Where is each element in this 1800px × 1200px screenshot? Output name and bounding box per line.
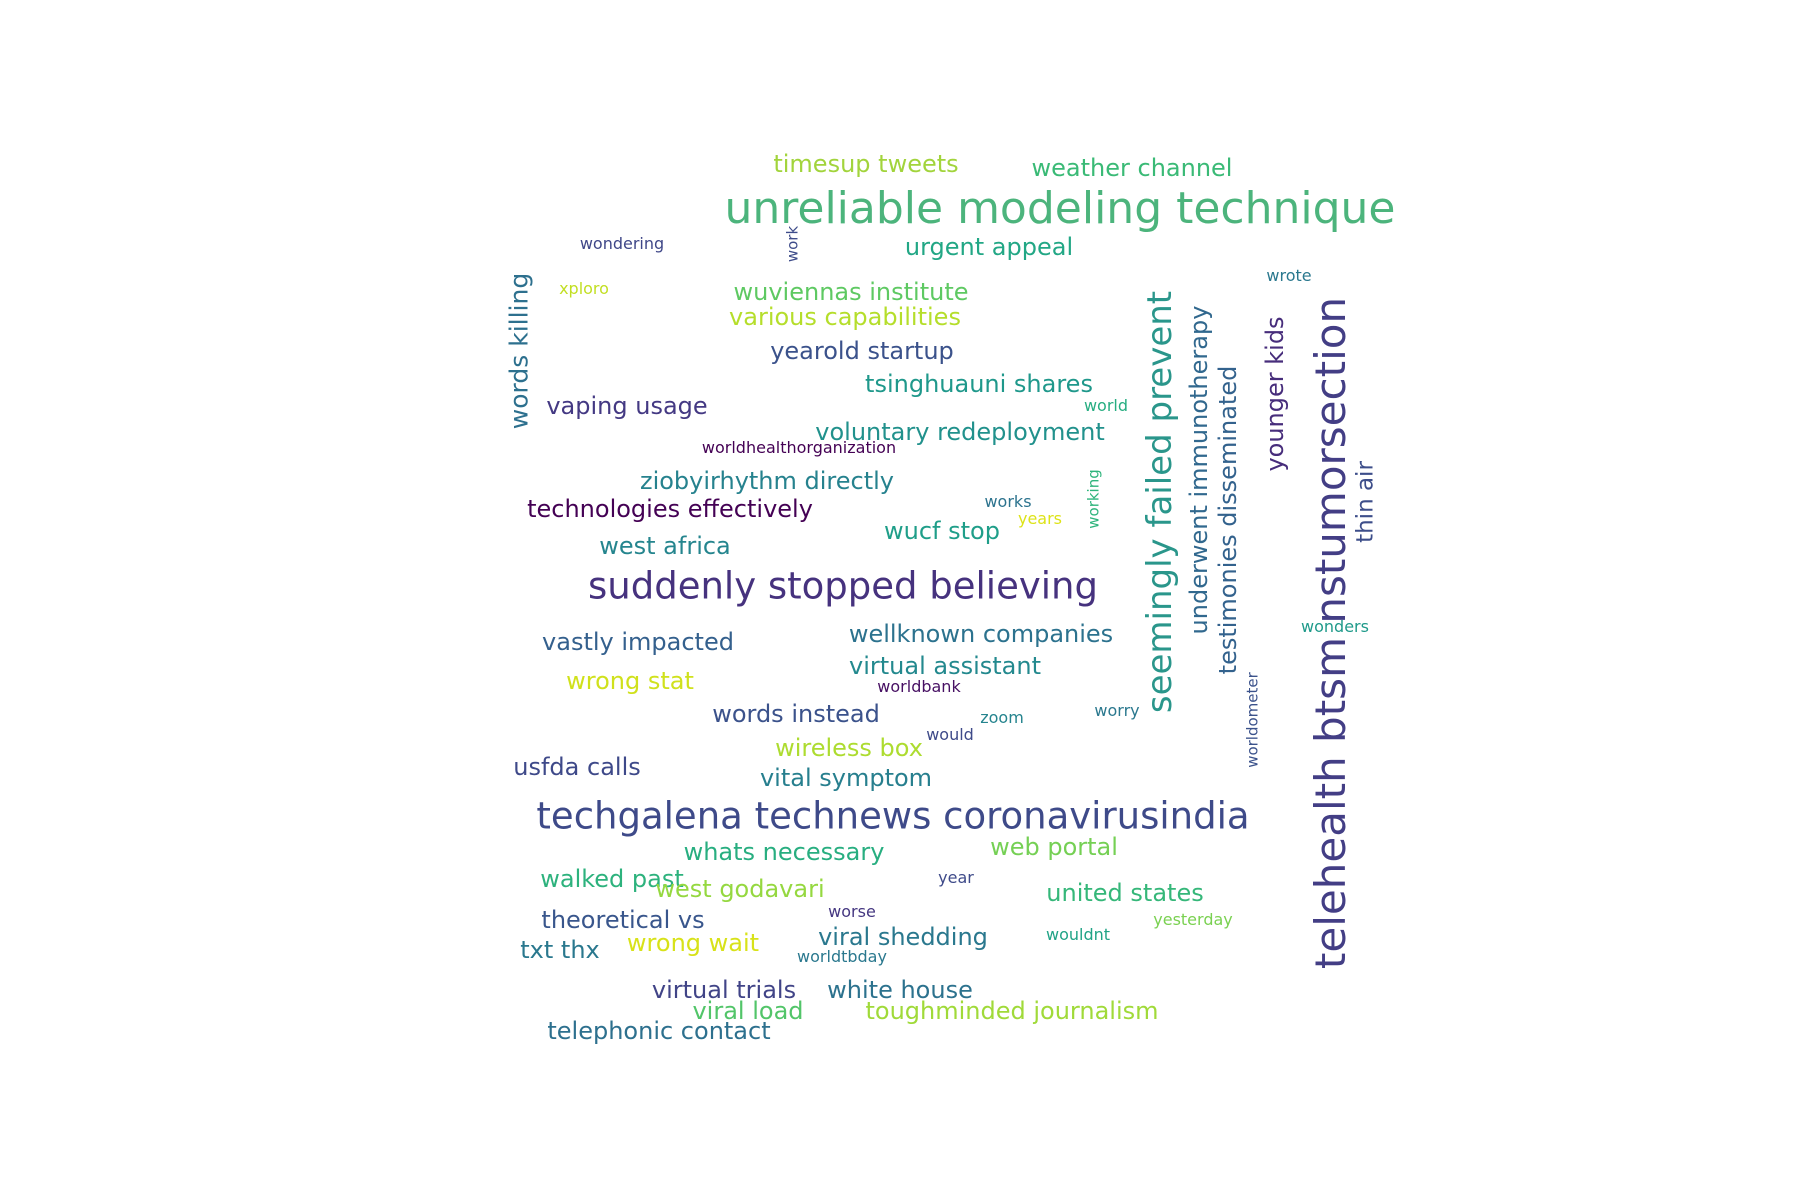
word-cloud-word: years: [1017, 509, 1063, 528]
word-cloud-word: wouldnt: [1045, 925, 1111, 944]
word-cloud-word: various capabilities: [729, 303, 961, 331]
word-cloud-word: whats necessary: [683, 838, 885, 866]
word-cloud-word: telephonic contact: [547, 1017, 771, 1045]
word-cloud-word: techgalena technews coronavirusindia: [536, 794, 1250, 838]
word-cloud-word: wucf stop: [884, 517, 1000, 545]
word-cloud-word: walked past: [540, 865, 684, 893]
word-cloud-word: ziobyirhythm directly: [639, 467, 895, 495]
word-cloud-word: zoom: [980, 708, 1024, 727]
word-cloud-word: younger kids: [1261, 316, 1289, 472]
word-cloud-word: would: [926, 725, 974, 744]
word-cloud-word: seemingly failed prevent: [1140, 290, 1180, 714]
word-cloud-word: toughminded journalism: [865, 997, 1159, 1025]
word-cloud-word: xploro: [559, 279, 609, 298]
word-cloud-word: worldhealthorganization: [701, 438, 897, 457]
word-cloud-word: united states: [1046, 879, 1204, 907]
word-cloud-word: wellknown companies: [848, 620, 1114, 648]
word-cloud-word: wireless box: [775, 734, 923, 762]
word-cloud-word: wuviennas institute: [733, 278, 969, 306]
word-cloud-word: yesterday: [1153, 910, 1233, 929]
word-cloud-word: wrong stat: [566, 667, 694, 695]
word-cloud-word: words instead: [712, 700, 880, 728]
word-cloud-word: underwent immunotherapy: [1185, 305, 1213, 635]
word-cloud-word: unreliable modeling technique: [724, 183, 1396, 234]
word-cloud-word: testimonies disseminated: [1214, 365, 1242, 675]
word-cloud-word: vaping usage: [546, 392, 708, 420]
word-cloud-word: usfda calls: [513, 753, 641, 781]
word-cloud-word: worldtbday: [797, 947, 887, 966]
word-cloud-word: working: [1084, 469, 1103, 529]
word-cloud-word: year: [938, 868, 974, 887]
word-cloud-word: west godavari: [655, 875, 825, 903]
word-cloud-word: wrong wait: [626, 929, 760, 957]
word-cloud-word: urgent appeal: [904, 233, 1074, 261]
word-cloud-word: virtual trials: [651, 976, 797, 1004]
word-cloud-word: txt thx: [520, 936, 600, 964]
word-cloud-word: worse: [828, 902, 876, 921]
word-cloud-word: viral shedding: [818, 923, 988, 951]
word-cloud-word: worldbank: [877, 677, 961, 696]
word-cloud-word: world: [1083, 396, 1129, 415]
word-cloud-word: works: [984, 492, 1032, 511]
word-cloud-word: web portal: [990, 833, 1118, 861]
word-cloud-word: wrote: [1266, 266, 1312, 285]
word-cloud-word: weather channel: [1031, 154, 1233, 182]
word-cloud-word: timesup tweets: [773, 150, 959, 178]
word-cloud-word: worldometer: [1243, 672, 1262, 768]
word-cloud-word: viral load: [692, 997, 804, 1025]
word-cloud-word: voluntary redeployment: [815, 418, 1105, 446]
word-cloud-word: west africa: [599, 532, 731, 560]
word-cloud-word: theoretical vs: [541, 906, 705, 934]
word-cloud-word: worry: [1094, 701, 1140, 720]
word-cloud-word: vital symptom: [759, 764, 933, 792]
word-cloud-word: virtual assistant: [849, 652, 1041, 680]
word-cloud-word: wondering: [579, 234, 665, 253]
word-cloud-word: thin air: [1352, 461, 1379, 543]
word-cloud-word: white house: [827, 976, 973, 1004]
word-cloud-word: yearold startup: [770, 337, 954, 365]
word-cloud-word: vastly impacted: [542, 628, 734, 656]
word-cloud-word: wonders: [1301, 617, 1369, 636]
word-cloud-word: technologies effectively: [527, 495, 813, 523]
word-cloud-word: tsinghuauni shares: [865, 370, 1093, 398]
word-cloud-word: words killing: [504, 272, 534, 430]
word-cloud-word: work: [783, 225, 802, 263]
word-cloud-word: suddenly stopped believing: [588, 564, 1098, 608]
